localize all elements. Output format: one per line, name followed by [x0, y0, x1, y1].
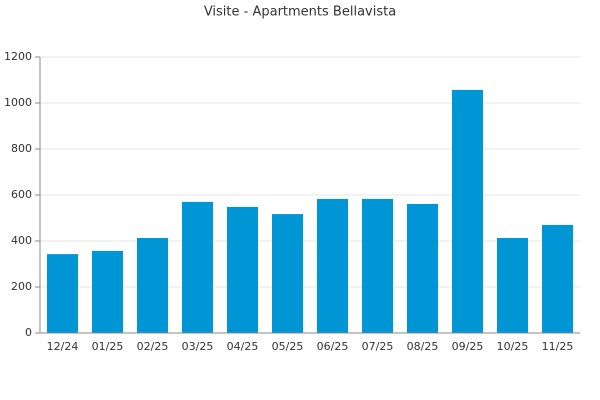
bar: [226, 206, 259, 333]
x-tick-label: 06/25: [317, 340, 349, 353]
y-tick-label: 1200: [4, 50, 32, 63]
x-tick-label: 08/25: [407, 340, 439, 353]
bar: [316, 198, 349, 333]
bar: [271, 214, 304, 333]
y-tick-label: 600: [11, 188, 32, 201]
x-tick-label: 02/25: [137, 340, 169, 353]
x-tick-label: 11/25: [542, 340, 574, 353]
x-tick-label: 01/25: [92, 340, 124, 353]
x-tick-label: 12/24: [47, 340, 79, 353]
bar: [136, 238, 169, 333]
bar: [91, 250, 124, 333]
bar: [46, 254, 79, 333]
y-tick-label: 400: [11, 234, 32, 247]
x-tick-label: 04/25: [227, 340, 259, 353]
y-tick-label: 0: [25, 326, 32, 339]
bar: [541, 224, 574, 333]
bar: [181, 201, 214, 333]
x-tick-label: 05/25: [272, 340, 304, 353]
bar: [451, 89, 484, 333]
y-tick-label: 1000: [4, 96, 32, 109]
x-tick-label: 09/25: [452, 340, 484, 353]
y-tick-label: 800: [11, 142, 32, 155]
y-tick-label: 200: [11, 280, 32, 293]
bar: [361, 198, 394, 333]
bar: [496, 238, 529, 333]
x-tick-label: 03/25: [182, 340, 214, 353]
x-tick-label: 10/25: [497, 340, 529, 353]
x-tick-label: 07/25: [362, 340, 394, 353]
chart-title: Visite - Apartments Bellavista: [204, 5, 396, 20]
bar: [406, 203, 439, 333]
